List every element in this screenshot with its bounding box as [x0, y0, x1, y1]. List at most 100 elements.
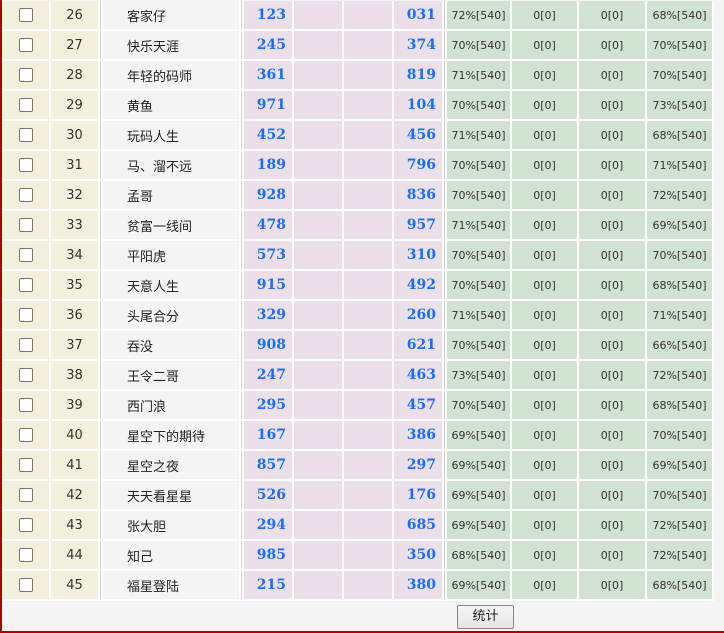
- value-a: 361: [244, 61, 294, 91]
- value-a: 189: [244, 151, 294, 181]
- column-divider: [444, 421, 447, 451]
- value-b: [294, 241, 344, 271]
- value-a: 985: [244, 541, 294, 571]
- row-checkbox[interactable]: [18, 248, 33, 263]
- stat-2: 0[0]: [512, 301, 579, 331]
- row-checkbox[interactable]: [18, 8, 33, 23]
- row-number: 31: [51, 151, 100, 181]
- stat-3: 0[0]: [579, 31, 647, 61]
- stat-2: 0[0]: [512, 121, 579, 151]
- value-a: 573: [244, 241, 294, 271]
- row-checkbox[interactable]: [18, 518, 33, 533]
- row-checkbox[interactable]: [18, 38, 33, 53]
- stat-2: 0[0]: [512, 91, 579, 121]
- stat-1: 70%[540]: [447, 31, 512, 61]
- value-a: 294: [244, 511, 294, 541]
- table-row: 31 马、溜不远 189 796 70%[540] 0[0] 0[0] 71%[540]: [2, 151, 714, 181]
- stat-2: 0[0]: [512, 241, 579, 271]
- value-d: 957: [394, 211, 444, 241]
- row-checkbox[interactable]: [18, 428, 33, 443]
- table-row: 45 福星登陆 215 380 69%[540] 0[0] 0[0] 68%[540]: [2, 571, 714, 601]
- value-d: 463: [394, 361, 444, 391]
- player-name: 客家仔: [103, 1, 241, 31]
- row-checkbox-cell: [2, 151, 51, 181]
- row-checkbox[interactable]: [18, 398, 33, 413]
- footer-bar: 统计: [2, 601, 722, 631]
- value-b: [294, 301, 344, 331]
- stat-button[interactable]: 统计: [457, 605, 514, 629]
- row-checkbox[interactable]: [18, 218, 33, 233]
- stat-3: 0[0]: [579, 511, 647, 541]
- row-checkbox[interactable]: [18, 458, 33, 473]
- value-d: 297: [394, 451, 444, 481]
- row-checkbox[interactable]: [18, 158, 33, 173]
- column-divider: [444, 121, 447, 151]
- stat-4: 69%[540]: [647, 211, 714, 241]
- stat-1: 70%[540]: [447, 151, 512, 181]
- player-name: 西门浪: [103, 391, 241, 421]
- column-divider: [241, 571, 244, 601]
- row-checkbox[interactable]: [18, 368, 33, 383]
- stat-2: 0[0]: [512, 61, 579, 91]
- player-name: 张大胆: [103, 511, 241, 541]
- stat-3: 0[0]: [579, 421, 647, 451]
- row-number: 32: [51, 181, 100, 211]
- stat-4: 72%[540]: [647, 541, 714, 571]
- column-divider: [100, 301, 103, 331]
- column-divider: [241, 211, 244, 241]
- stat-3: 0[0]: [579, 181, 647, 211]
- table-row: 30 玩码人生 452 456 71%[540] 0[0] 0[0] 68%[540]: [2, 121, 714, 151]
- column-divider: [241, 541, 244, 571]
- stat-2: 0[0]: [512, 511, 579, 541]
- column-divider: [241, 481, 244, 511]
- value-b: [294, 121, 344, 151]
- stat-1: 69%[540]: [447, 571, 512, 601]
- stat-2: 0[0]: [512, 481, 579, 511]
- row-checkbox[interactable]: [18, 278, 33, 293]
- stat-4: 68%[540]: [647, 571, 714, 601]
- value-b: [294, 91, 344, 121]
- row-checkbox[interactable]: [18, 68, 33, 83]
- table-row: 36 头尾合分 329 260 71%[540] 0[0] 0[0] 71%[540]: [2, 301, 714, 331]
- row-checkbox[interactable]: [18, 128, 33, 143]
- row-checkbox[interactable]: [18, 98, 33, 113]
- row-checkbox[interactable]: [18, 338, 33, 353]
- stat-1: 69%[540]: [447, 511, 512, 541]
- row-number: 43: [51, 511, 100, 541]
- column-divider: [100, 241, 103, 271]
- row-checkbox[interactable]: [18, 308, 33, 323]
- stat-1: 71%[540]: [447, 121, 512, 151]
- row-checkbox[interactable]: [18, 548, 33, 563]
- column-divider: [444, 451, 447, 481]
- table-row: 42 天天看星星 526 176 69%[540] 0[0] 0[0] 70%[540]: [2, 481, 714, 511]
- stat-2: 0[0]: [512, 151, 579, 181]
- value-d: 457: [394, 391, 444, 421]
- column-divider: [444, 361, 447, 391]
- column-divider: [100, 181, 103, 211]
- column-divider: [241, 271, 244, 301]
- row-checkbox[interactable]: [18, 488, 33, 503]
- row-checkbox-cell: [2, 511, 51, 541]
- value-d: 380: [394, 571, 444, 601]
- row-checkbox[interactable]: [18, 578, 33, 593]
- column-divider: [100, 361, 103, 391]
- column-divider: [100, 91, 103, 121]
- row-number: 36: [51, 301, 100, 331]
- row-checkbox-cell: [2, 301, 51, 331]
- column-divider: [100, 271, 103, 301]
- player-name: 知己: [103, 541, 241, 571]
- column-divider: [241, 1, 244, 31]
- player-name: 平阳虎: [103, 241, 241, 271]
- stat-4: 68%[540]: [647, 271, 714, 301]
- column-divider: [100, 331, 103, 361]
- stat-3: 0[0]: [579, 241, 647, 271]
- stat-3: 0[0]: [579, 151, 647, 181]
- row-checkbox[interactable]: [18, 188, 33, 203]
- value-b: [294, 421, 344, 451]
- value-c: [344, 31, 394, 61]
- stat-4: 71%[540]: [647, 151, 714, 181]
- stat-2: 0[0]: [512, 31, 579, 61]
- value-a: 908: [244, 331, 294, 361]
- stat-4: 66%[540]: [647, 331, 714, 361]
